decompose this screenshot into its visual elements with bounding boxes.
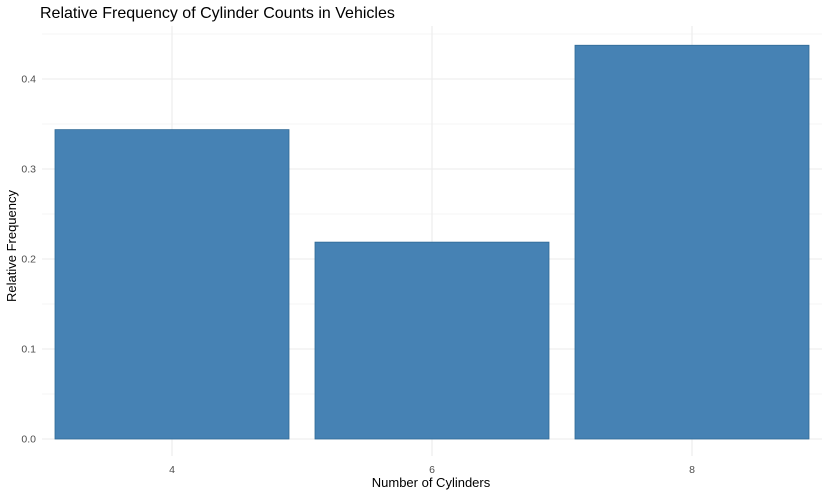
y-tick-label: 0.0 — [21, 434, 36, 446]
chart-title: Relative Frequency of Cylinder Counts in… — [40, 5, 395, 22]
y-tick-label: 0.2 — [21, 254, 36, 266]
bar-6 — [314, 241, 550, 440]
y-tick-label: 0.3 — [21, 164, 36, 176]
bar-4 — [54, 129, 290, 440]
y-tick-label: 0.1 — [21, 344, 36, 356]
x-axis-label: Number of Cylinders — [372, 475, 491, 490]
x-tick-label: 6 — [429, 464, 435, 476]
bar-8 — [574, 44, 810, 440]
y-tick-label: 0.4 — [21, 74, 36, 86]
y-axis-ticks: 0.0 0.1 0.2 0.3 0.4 — [21, 74, 36, 446]
y-axis-label: Relative Frequency — [4, 190, 19, 302]
x-tick-label: 8 — [689, 464, 695, 476]
x-tick-label: 4 — [169, 464, 175, 476]
bars — [54, 44, 810, 440]
x-axis-ticks: 4 6 8 — [169, 464, 695, 476]
